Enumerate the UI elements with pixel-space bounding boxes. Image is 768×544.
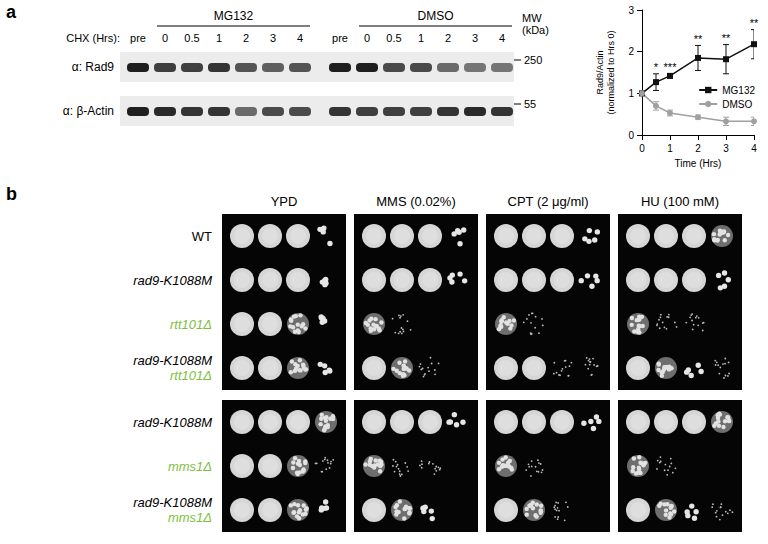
svg-text:2: 2	[695, 143, 701, 154]
svg-text:***: ***	[664, 61, 678, 73]
svg-text:3: 3	[270, 32, 276, 44]
svg-text:55: 55	[524, 98, 536, 110]
svg-text:1: 1	[418, 32, 424, 44]
svg-text:MG132: MG132	[214, 9, 254, 23]
svg-text:α: β-Actin: α: β-Actin	[63, 104, 114, 118]
svg-text:1: 1	[216, 32, 222, 44]
svg-text:pre: pre	[130, 32, 146, 44]
svg-text:*: *	[654, 61, 659, 73]
svg-text:DMSO: DMSO	[722, 99, 752, 110]
svg-text:DMSO: DMSO	[418, 9, 454, 23]
svg-text:2: 2	[628, 46, 634, 57]
svg-text:4: 4	[499, 32, 505, 44]
svg-text:YPD: YPD	[271, 194, 298, 209]
svg-text:(kDa): (kDa)	[522, 24, 549, 36]
svg-text:WT: WT	[192, 229, 212, 244]
svg-text:rtt101Δ: rtt101Δ	[170, 368, 212, 383]
svg-text:0.5: 0.5	[184, 32, 199, 44]
svg-text:mms1Δ: mms1Δ	[168, 459, 212, 474]
svg-text:3: 3	[472, 32, 478, 44]
svg-text:250: 250	[524, 54, 542, 66]
svg-text:CPT (2 μg/ml): CPT (2 μg/ml)	[508, 194, 589, 209]
svg-text:0.5: 0.5	[386, 32, 401, 44]
svg-text:2: 2	[243, 32, 249, 44]
svg-text:0: 0	[162, 32, 168, 44]
svg-text:Rad9/Actin: Rad9/Actin	[595, 51, 605, 95]
svg-text:rad9-K1088M: rad9-K1088M	[133, 353, 212, 368]
svg-text:0: 0	[639, 143, 645, 154]
svg-text:MG132: MG132	[722, 85, 755, 96]
svg-text:Time (Hrs): Time (Hrs)	[675, 158, 722, 169]
svg-text:MW: MW	[522, 12, 542, 24]
svg-text:0: 0	[364, 32, 370, 44]
svg-text:a: a	[6, 2, 17, 22]
svg-text:rad9-K1088M: rad9-K1088M	[133, 273, 212, 288]
svg-text:1: 1	[628, 88, 634, 99]
svg-text:2: 2	[445, 32, 451, 44]
svg-text:1: 1	[667, 143, 673, 154]
svg-text:**: **	[722, 32, 731, 44]
svg-text:**: **	[750, 17, 759, 29]
svg-text:3: 3	[723, 143, 729, 154]
svg-text:3: 3	[628, 5, 634, 16]
svg-text:rad9-K1088M: rad9-K1088M	[133, 415, 212, 430]
svg-text:pre: pre	[332, 32, 348, 44]
svg-text:rtt101Δ: rtt101Δ	[170, 317, 212, 332]
svg-text:4: 4	[297, 32, 303, 44]
svg-text:α: Rad9: α: Rad9	[72, 60, 115, 74]
svg-text:CHX (Hrs):: CHX (Hrs):	[66, 32, 120, 44]
svg-text:MMS (0.02%): MMS (0.02%)	[376, 194, 455, 209]
svg-text:0: 0	[628, 130, 634, 141]
svg-text:**: **	[694, 33, 703, 45]
svg-text:4: 4	[751, 143, 757, 154]
svg-text:(normalized to Hrs 0): (normalized to Hrs 0)	[606, 31, 616, 115]
svg-text:mms1Δ: mms1Δ	[168, 510, 212, 525]
svg-text:b: b	[6, 184, 17, 204]
svg-text:rad9-K1088M: rad9-K1088M	[133, 495, 212, 510]
svg-text:HU (100 mM): HU (100 mM)	[641, 194, 719, 209]
